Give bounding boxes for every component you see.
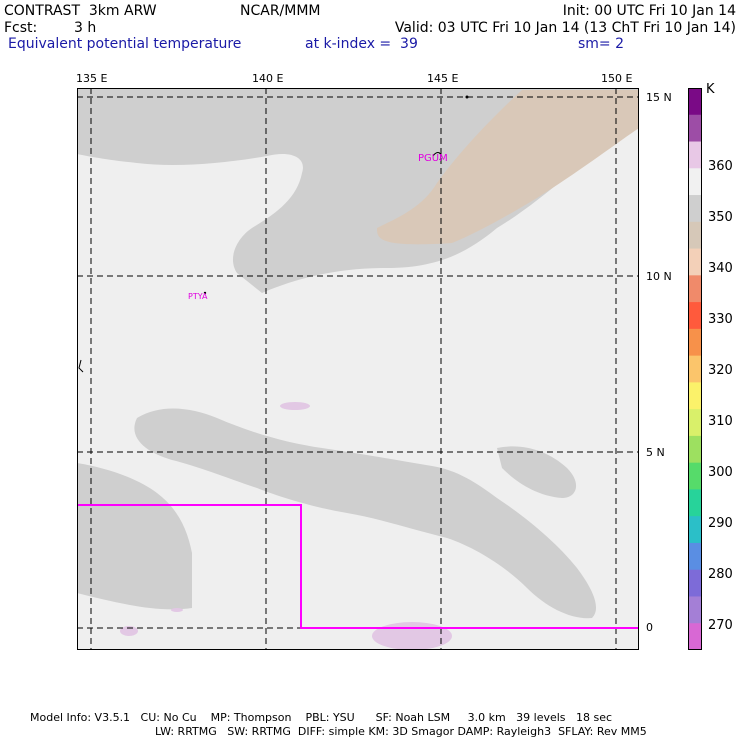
theta-e-patch-4 (171, 608, 183, 612)
colorbar-label: 280 (708, 567, 733, 582)
level-info: at k-index = 39 (305, 36, 418, 52)
colorbar-swatch (688, 596, 702, 624)
field-name: Equivalent potential temperature (8, 36, 242, 52)
guam-coastline (432, 152, 442, 161)
fcst-label: Fcst: (4, 20, 38, 36)
center-name: NCAR/MMM (240, 3, 321, 19)
nested-domain-boundary (77, 504, 639, 629)
fcst-value: 3 h (74, 20, 97, 36)
colorbar-swatch (688, 355, 702, 383)
colorbar-swatch (688, 462, 702, 490)
lat-label-0: 0 (646, 621, 653, 634)
colorbar-label: 350 (708, 210, 733, 225)
yap-marker (203, 291, 207, 295)
colorbar-swatch (688, 382, 702, 410)
colorbar-swatch (688, 221, 702, 250)
station-pgum: PGUM (418, 153, 448, 164)
theta-e-patch-2 (372, 622, 452, 650)
valid-time: Valid: 03 UTC Fri 10 Jan 14 (13 ChT Fri … (394, 20, 736, 36)
lat-label-10n: 10 N (646, 270, 672, 283)
map-frame (77, 88, 639, 650)
colorbar-label: 310 (708, 414, 733, 429)
colorbar-frame (688, 88, 702, 650)
colorbar-swatch (688, 114, 702, 143)
colorbar (688, 88, 702, 650)
lat-label-5n: 5 N (646, 446, 665, 459)
lon-label-150: 150 E (601, 72, 633, 85)
lon-label-140: 140 E (252, 72, 284, 85)
colorbar-label: 330 (708, 312, 733, 327)
model-info-line-2: LW: RRTMG SW: RRTMG DIFF: simple KM: 3D … (155, 725, 647, 738)
colorbar-swatch (688, 275, 702, 303)
colorbar-swatch (688, 248, 702, 276)
colorbar-swatch (688, 435, 702, 464)
lat-lon-grid (77, 88, 639, 650)
theta-e-350-region-east (497, 446, 577, 498)
colorbar-swatch (688, 168, 702, 196)
theta-e-patch-3 (120, 626, 138, 636)
colorbar-swatch (688, 409, 702, 437)
lon-label-145: 145 E (427, 72, 459, 85)
model-info-line-1: Model Info: V3.5.1 CU: No Cu MP: Thompso… (30, 711, 613, 724)
smoothing-info: sm= 2 (578, 36, 625, 52)
init-time: Init: 00 UTC Fri 10 Jan 14 (562, 3, 736, 19)
theta-e-350-region-south (134, 408, 597, 619)
island-marker (465, 95, 469, 99)
model-title: CONTRAST 3km ARW (4, 3, 157, 19)
theta-e-340-streak (377, 90, 639, 245)
colorbar-swatch (688, 195, 702, 223)
theta-e-350-region-west (77, 463, 192, 610)
lon-label-135: 135 E (76, 72, 108, 85)
colorbar-swatch (688, 328, 702, 357)
colorbar-label: 270 (708, 618, 733, 633)
colorbar-swatch (688, 516, 702, 544)
colorbar-label: 340 (708, 261, 733, 276)
colorbar-label: 360 (708, 159, 733, 174)
colorbar-unit: K (706, 82, 715, 97)
colorbar-label: 300 (708, 465, 733, 480)
station-ptya: PTYA (188, 292, 208, 301)
colorbar-swatch (688, 141, 702, 169)
colorbar-swatch (688, 542, 702, 571)
colorbar-swatch (688, 302, 702, 330)
lat-label-15n: 15 N (646, 91, 672, 104)
palau-coastline (78, 359, 84, 373)
colorbar-label: 290 (708, 516, 733, 531)
colorbar-swatch (688, 88, 702, 116)
theta-e-patch-1 (280, 402, 310, 410)
colorbar-swatch (688, 623, 702, 650)
colorbar-label: 320 (708, 363, 733, 378)
map-panel: PGUM PTYA (77, 88, 639, 650)
colorbar-swatch (688, 569, 702, 597)
colorbar-swatch (688, 489, 702, 517)
